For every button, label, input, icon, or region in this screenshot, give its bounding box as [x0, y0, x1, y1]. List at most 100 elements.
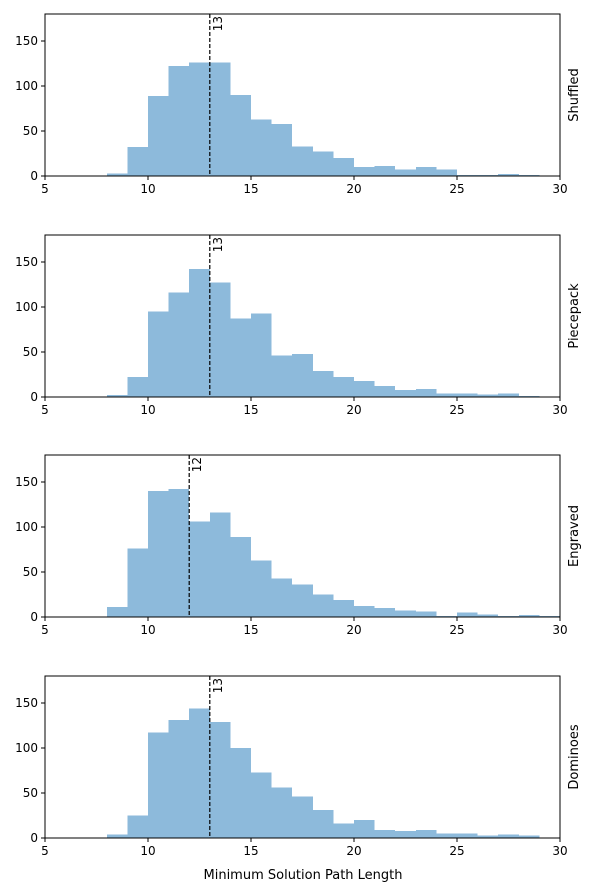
y-tick-label: 50: [23, 345, 38, 359]
y-tick-label: 0: [30, 169, 38, 183]
histogram-bar: [271, 355, 293, 397]
histogram-bar: [209, 512, 231, 617]
x-tick-label: 5: [41, 844, 49, 858]
x-tick-label: 10: [140, 623, 155, 637]
histogram-bar: [436, 169, 457, 176]
y-tick-label: 150: [15, 255, 38, 269]
histogram-bar: [395, 389, 416, 397]
histogram-bar: [148, 732, 169, 838]
histogram-bar: [189, 521, 210, 617]
x-tick-label: 25: [449, 403, 464, 417]
y-tick-label: 150: [15, 475, 38, 489]
histogram-bar: [498, 393, 519, 397]
histogram-bar: [148, 491, 169, 617]
y-tick-label: 50: [23, 565, 38, 579]
histogram-bar: [395, 830, 416, 838]
histogram-bar: [230, 318, 251, 397]
histogram-bar: [374, 386, 396, 397]
x-tick-label: 10: [140, 403, 155, 417]
histogram-bar: [312, 370, 334, 397]
x-tick-label: 15: [243, 403, 258, 417]
y-tick-label: 150: [15, 696, 38, 710]
histogram-bar: [209, 62, 231, 176]
histogram-bar: [251, 560, 272, 617]
histogram-bar: [271, 787, 293, 838]
histogram-bar: [168, 720, 190, 838]
histogram-bar: [477, 835, 499, 838]
x-tick-label: 10: [140, 844, 155, 858]
histogram-bar: [230, 95, 251, 176]
histogram-bar: [251, 313, 272, 397]
histogram-bar: [209, 721, 231, 838]
x-tick-label: 15: [243, 623, 258, 637]
histogram-bar: [106, 395, 128, 397]
histogram-bar: [127, 815, 148, 838]
histogram-bar: [292, 584, 313, 617]
y-tick-label: 100: [15, 741, 38, 755]
y-tick-label: 100: [15, 300, 38, 314]
panel-title: Engraved: [567, 505, 582, 567]
median-label: 13: [211, 16, 225, 31]
histogram-bar: [312, 594, 334, 617]
x-tick-label: 5: [41, 403, 49, 417]
histogram-bar: [436, 393, 457, 397]
histogram-bar: [518, 835, 540, 838]
histogram-bar: [189, 708, 210, 838]
histogram-bar: [189, 269, 210, 397]
y-tick-label: 50: [23, 124, 38, 138]
x-tick-label: 20: [346, 623, 361, 637]
histogram-bar: [374, 608, 396, 617]
panel-title: Shuffled: [567, 68, 582, 122]
histogram-bar: [415, 167, 437, 176]
panel-dominoes: 13 5 10 15 20 25 30 0 50 100 150 Dominoes: [15, 675, 582, 858]
axes-frame: [44, 234, 561, 398]
histogram-bar: [395, 610, 416, 617]
histogram-bar: [292, 796, 313, 838]
histogram-bar: [127, 147, 148, 176]
histogram-bar: [148, 95, 169, 176]
histogram-bar: [148, 311, 169, 397]
x-tick-label: 20: [346, 403, 361, 417]
histogram-bar: [106, 173, 128, 176]
y-tick-label: 50: [23, 786, 38, 800]
histogram-bar: [457, 833, 478, 838]
x-tick-label: 30: [552, 182, 567, 196]
histogram-bar: [189, 62, 210, 176]
x-tick-label: 25: [449, 844, 464, 858]
y-tick-label: 100: [15, 520, 38, 534]
x-tick-label: 20: [346, 844, 361, 858]
y-tick-label: 150: [15, 34, 38, 48]
x-tick-label: 25: [449, 182, 464, 196]
histogram-bar: [354, 606, 375, 617]
histogram-bar: [498, 834, 519, 838]
histogram-bar: [209, 282, 231, 397]
median-label: 13: [211, 678, 225, 693]
x-tick-label: 10: [140, 182, 155, 196]
histogram-bar: [395, 169, 416, 176]
x-tick-label: 25: [449, 623, 464, 637]
panel-engraved: 12 5 10 15 20 25 30 0 50 100 150 Engraved: [15, 454, 582, 637]
histogram-bar: [415, 388, 437, 397]
x-tick-label: 15: [243, 182, 258, 196]
histogram-bar: [498, 174, 519, 176]
histogram-bar: [168, 292, 190, 397]
y-tick-label: 0: [30, 831, 38, 845]
x-tick-label: 30: [552, 844, 567, 858]
histogram-bar: [106, 834, 128, 838]
panel-shuffled: 13 5 10 15 20 25 30 0 50 100 150 Shuffled: [15, 13, 582, 196]
histogram-bar: [251, 772, 272, 838]
histogram-bar: [292, 146, 313, 176]
histogram-bar: [312, 151, 334, 176]
x-axis-label: Minimum Solution Path Length: [204, 868, 403, 883]
histogram-bar: [354, 167, 375, 176]
histogram-bar: [333, 599, 354, 617]
histogram-bar: [333, 158, 354, 176]
median-label: 13: [211, 237, 225, 252]
histogram-bar: [374, 166, 396, 176]
x-tick-label: 30: [552, 403, 567, 417]
histogram-bar: [415, 611, 437, 617]
histogram-bar: [415, 829, 437, 838]
histogram-bar: [230, 536, 251, 617]
panel-title: Dominoes: [567, 724, 582, 789]
y-tick-label: 0: [30, 610, 38, 624]
